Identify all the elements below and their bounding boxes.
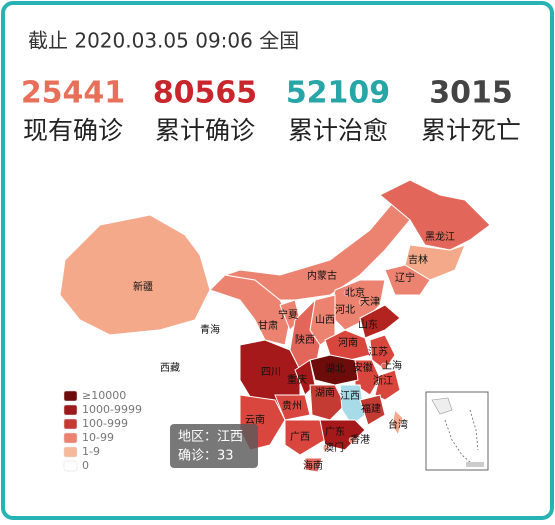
province-label: 浙江: [373, 375, 393, 387]
province: [284, 419, 326, 456]
province-label: 湖南: [315, 386, 335, 399]
legend-label: 1000-9999: [82, 403, 142, 416]
province: [384, 264, 431, 296]
province-label: 河北: [335, 304, 355, 316]
stats: 25441 现有确诊 80565 累计确诊 52109 累计治愈 3015 累计死亡: [21, 76, 521, 146]
province-label: 江西: [340, 390, 360, 402]
legend-label: 10-99: [82, 431, 114, 444]
province-label: 甘肃: [258, 319, 278, 332]
province: [343, 289, 351, 297]
province-label: 青海: [200, 323, 220, 336]
stat-value: 3015: [429, 76, 513, 111]
province-label: 天津: [360, 296, 380, 308]
legend-label: ≥10000: [82, 389, 126, 402]
stat-value: 80565: [153, 76, 257, 111]
province-label: 重庆: [287, 373, 307, 386]
province: [380, 362, 388, 370]
province-label: 广西: [290, 431, 310, 443]
inset-line: [444, 409, 479, 463]
tooltip-count: 确诊：33: [178, 449, 234, 464]
inset-land: [431, 397, 453, 415]
province-label: 安徽: [353, 361, 373, 374]
legend-swatch: [63, 432, 78, 444]
province: [369, 334, 396, 371]
province-label: 宁夏: [278, 308, 298, 321]
province: [391, 408, 404, 437]
legend-label: 100-999: [82, 417, 128, 430]
province-label: 海南: [303, 459, 323, 472]
province-label: 新疆: [133, 280, 153, 293]
province-label: 四川: [261, 367, 281, 378]
province-label: 陕西: [295, 333, 315, 346]
province: [379, 179, 491, 251]
province-label: 香港: [350, 434, 370, 446]
province: [348, 436, 356, 444]
stat-label: 累计治愈: [288, 116, 388, 145]
legend-label: 1-9: [82, 445, 100, 458]
legend-label: 0: [82, 459, 89, 472]
province-label: 福建: [361, 402, 381, 415]
province-label: 北京: [345, 286, 365, 299]
province: [359, 394, 386, 426]
stat-label: 累计确诊: [155, 116, 255, 145]
province-label: 西藏: [160, 362, 180, 374]
province-label: 湖北: [325, 363, 345, 375]
stat-value: 25441: [21, 76, 125, 111]
province: [309, 384, 346, 421]
south-sea-inset: [425, 391, 489, 471]
province-label: 山西: [315, 314, 335, 326]
tooltip: 地区：江西 确诊：33: [170, 424, 258, 468]
legend-swatch: [63, 390, 78, 402]
province-label: 河南: [338, 336, 358, 349]
legend-swatch: [63, 404, 78, 416]
province: [304, 457, 323, 473]
legend-swatch: [63, 446, 78, 458]
stat-value: 52109: [286, 76, 390, 111]
header-title: 截止 2020.03.05 09:06 全国: [28, 29, 299, 53]
province-label: 江苏: [368, 345, 388, 358]
province-label: 吉林: [408, 253, 428, 266]
province: [358, 298, 366, 306]
province: [322, 444, 330, 452]
province-label: 上海: [382, 359, 402, 372]
province-label: 山东: [358, 318, 378, 331]
stat-label: 现有确诊: [23, 116, 123, 145]
province-label: 黑龙江: [425, 230, 455, 243]
legend-swatch: [63, 460, 78, 472]
province-label: 云南: [245, 413, 265, 426]
province: [309, 354, 359, 386]
province: [374, 369, 401, 401]
province: [359, 304, 401, 339]
inset-label-box: [466, 462, 484, 467]
province: [339, 384, 366, 426]
tooltip-region: 地区：江西: [178, 430, 243, 445]
stat-label: 累计死亡: [421, 116, 521, 145]
province-label: 内蒙古: [307, 269, 337, 282]
province: [274, 394, 311, 421]
legend-swatch: [63, 418, 78, 430]
province-label: 台湾: [388, 418, 408, 431]
province-label: 澳门: [324, 441, 344, 454]
tooltip-box: [170, 424, 258, 468]
province-label: 辽宁: [395, 271, 415, 284]
province-label: 广东: [325, 425, 345, 438]
province-label: 贵州: [282, 399, 302, 412]
